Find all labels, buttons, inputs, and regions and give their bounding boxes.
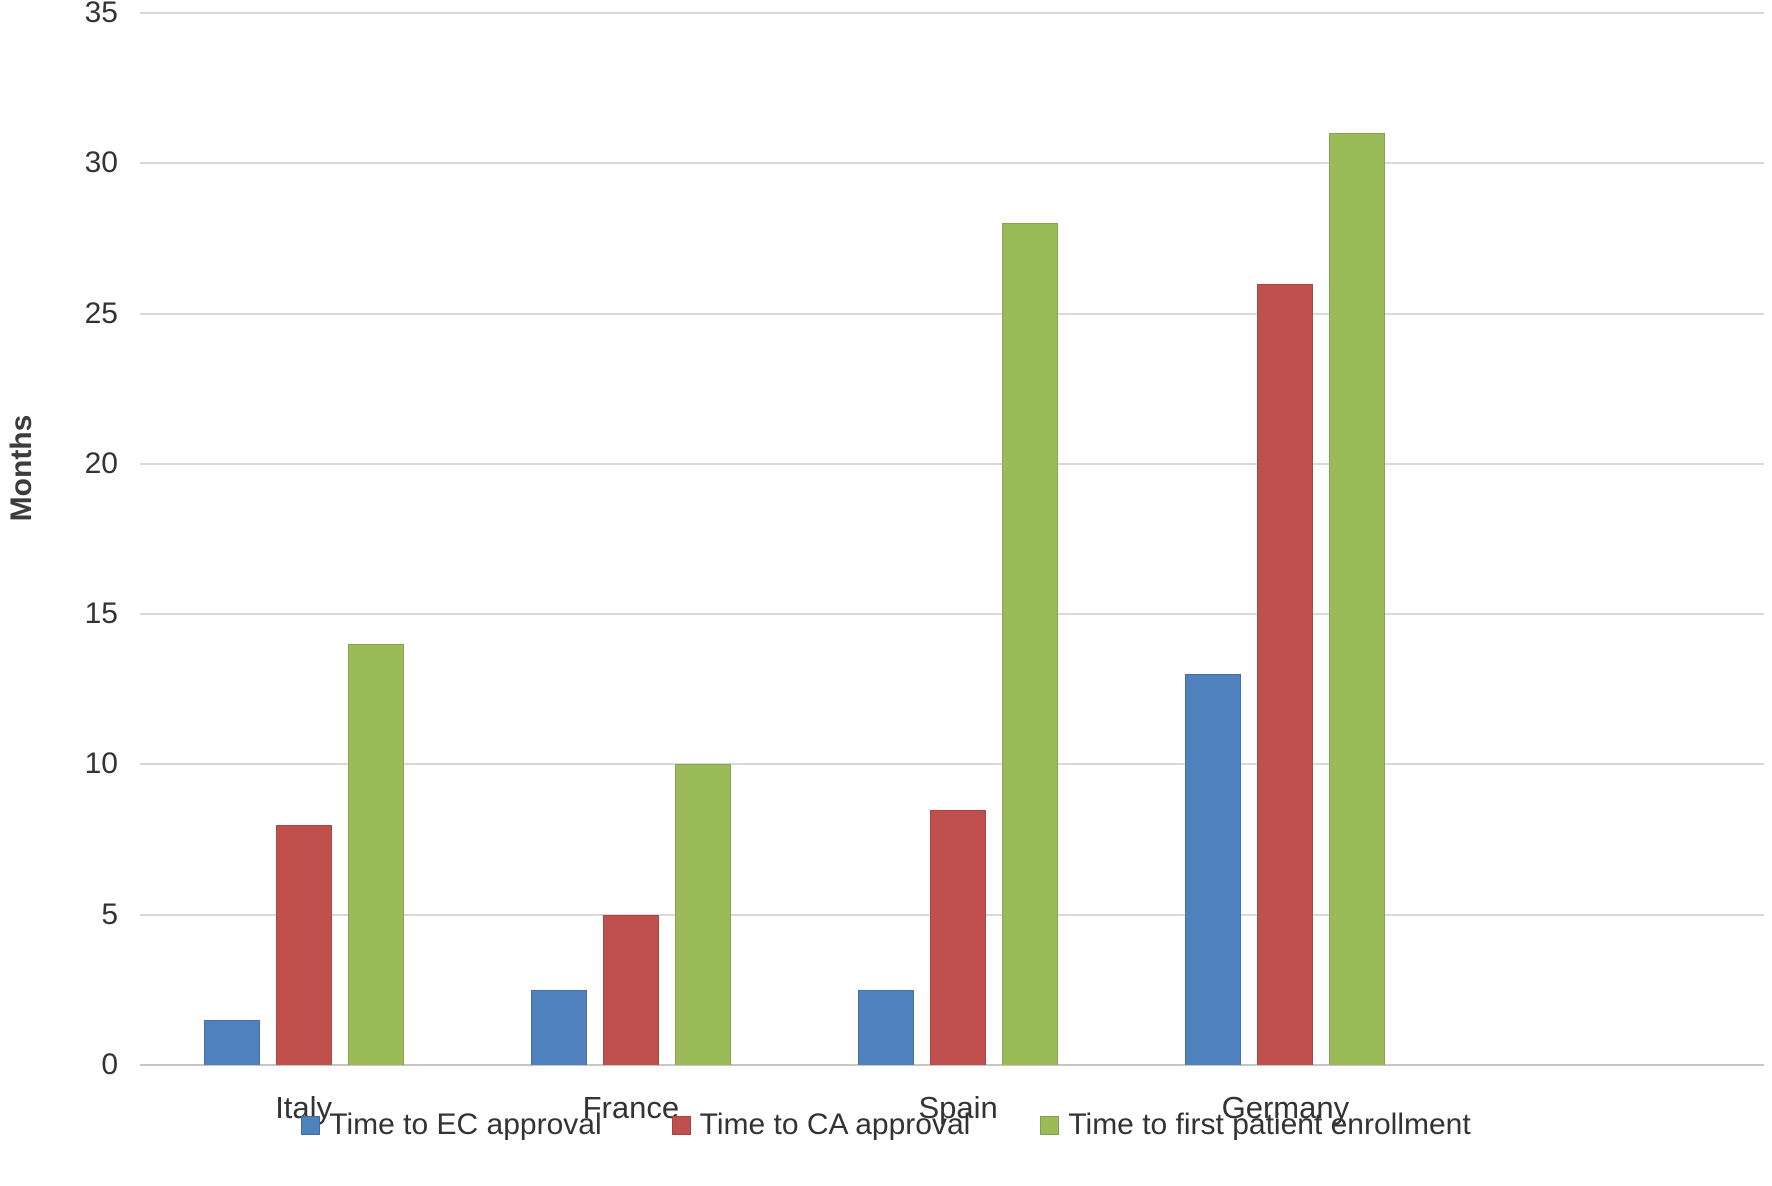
- legend-item-time-to-first-patient-enrollment: Time to first patient enrollment: [1040, 1108, 1471, 1142]
- bar-group-germany: [1122, 13, 1449, 1065]
- y-tick-label-15: 15: [84, 597, 118, 631]
- bar-group-france: [467, 13, 794, 1065]
- x-label-spain: Spain: [918, 1090, 998, 1125]
- bar-group-italy: [140, 13, 467, 1065]
- bar-spain-time-to-ca-approval: [930, 809, 987, 1065]
- legend-item-time-to-ec-approval: Time to EC approval: [301, 1108, 602, 1142]
- gridline-y-20: [140, 462, 1764, 465]
- x-axis-baseline: [140, 1064, 1764, 1066]
- bar-italy-time-to-ca-approval: [275, 824, 332, 1065]
- gridline-y-35: [140, 12, 1764, 14]
- gridline-y-10: [140, 763, 1764, 766]
- bar-france-time-to-ca-approval: [602, 914, 659, 1065]
- bar-group-spain: [794, 13, 1121, 1065]
- gridline-y-30: [140, 162, 1764, 165]
- legend-color-swatch-icon: [671, 1115, 691, 1135]
- gridline-y-15: [140, 613, 1764, 616]
- bar-spain-time-to-ec-approval: [858, 989, 915, 1065]
- bar-france-time-to-ec-approval: [530, 989, 587, 1065]
- legend-label: Time to first patient enrollment: [1068, 1108, 1471, 1141]
- x-label-france: France: [582, 1090, 680, 1125]
- y-tick-label-20: 20: [84, 446, 118, 480]
- bar-germany-time-to-ec-approval: [1185, 674, 1242, 1065]
- legend-label: Time to CA approval: [699, 1108, 971, 1141]
- bar-italy-time-to-ec-approval: [203, 1019, 260, 1065]
- bar-germany-time-to-ca-approval: [1257, 283, 1314, 1065]
- plot-area: [140, 12, 1764, 1066]
- y-tick-label-10: 10: [84, 747, 118, 781]
- bar-germany-time-to-first-patient-enrollment: [1329, 133, 1386, 1065]
- y-tick-label-30: 30: [84, 146, 118, 180]
- x-axis-labels: Italy France Spain Germany: [140, 1088, 1449, 1128]
- y-tick-label-25: 25: [84, 296, 118, 330]
- gridline-y-25: [140, 312, 1764, 315]
- legend-item-time-to-ca-approval: Time to CA approval: [671, 1108, 971, 1142]
- bar-france-time-to-first-patient-enrollment: [674, 764, 731, 1065]
- bar-italy-time-to-first-patient-enrollment: [347, 644, 404, 1065]
- bar-spain-time-to-first-patient-enrollment: [1002, 223, 1059, 1065]
- legend: Time to EC approval Time to CA approval Ti…: [0, 1108, 1772, 1142]
- x-label-germany: Germany: [1221, 1090, 1350, 1125]
- legend-color-swatch-icon: [1040, 1115, 1060, 1135]
- y-tick-label-35: 35: [84, 0, 118, 29]
- legend-label: Time to EC approval: [329, 1108, 602, 1141]
- legend-color-swatch-icon: [301, 1115, 321, 1135]
- y-tick-label-0: 0: [101, 1048, 118, 1081]
- y-tick-label-5: 5: [101, 897, 118, 931]
- bar-groups-layer: [140, 13, 1449, 1065]
